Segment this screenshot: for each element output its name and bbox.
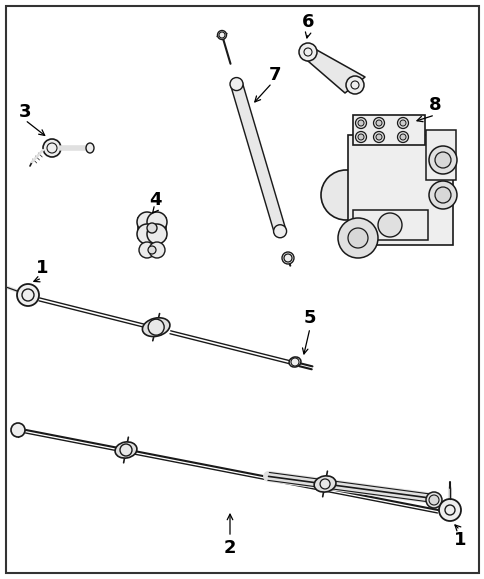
Bar bbox=[352, 115, 424, 145]
Circle shape bbox=[148, 246, 156, 254]
Circle shape bbox=[357, 134, 363, 140]
Circle shape bbox=[357, 120, 363, 126]
Ellipse shape bbox=[86, 143, 94, 153]
Circle shape bbox=[397, 131, 408, 142]
Circle shape bbox=[298, 43, 317, 61]
Ellipse shape bbox=[142, 318, 169, 336]
Bar bbox=[425, 130, 455, 180]
Circle shape bbox=[136, 224, 157, 244]
Circle shape bbox=[284, 254, 291, 262]
Circle shape bbox=[319, 479, 330, 489]
Text: 4: 4 bbox=[149, 191, 161, 209]
Circle shape bbox=[375, 134, 381, 140]
Circle shape bbox=[303, 48, 311, 56]
Ellipse shape bbox=[288, 357, 301, 367]
Circle shape bbox=[373, 118, 384, 129]
Circle shape bbox=[147, 223, 157, 233]
Circle shape bbox=[434, 152, 450, 168]
Ellipse shape bbox=[217, 31, 226, 39]
Circle shape bbox=[11, 423, 25, 437]
Ellipse shape bbox=[273, 225, 286, 238]
Circle shape bbox=[337, 218, 377, 258]
Ellipse shape bbox=[229, 78, 242, 90]
Bar bbox=[352, 210, 427, 240]
Circle shape bbox=[22, 289, 34, 301]
Circle shape bbox=[219, 32, 225, 38]
Circle shape bbox=[348, 228, 367, 248]
Polygon shape bbox=[301, 49, 364, 93]
Circle shape bbox=[355, 118, 366, 129]
Circle shape bbox=[17, 284, 39, 306]
Circle shape bbox=[320, 170, 370, 220]
Circle shape bbox=[438, 499, 460, 521]
Ellipse shape bbox=[425, 492, 441, 508]
Ellipse shape bbox=[314, 476, 335, 492]
Circle shape bbox=[290, 358, 298, 366]
Circle shape bbox=[47, 143, 57, 153]
Circle shape bbox=[355, 131, 366, 142]
Text: 8: 8 bbox=[428, 96, 440, 114]
Circle shape bbox=[147, 224, 166, 244]
Circle shape bbox=[375, 120, 381, 126]
Text: 1: 1 bbox=[36, 259, 48, 277]
Circle shape bbox=[373, 131, 384, 142]
Circle shape bbox=[149, 242, 165, 258]
Circle shape bbox=[428, 495, 438, 505]
Circle shape bbox=[399, 134, 405, 140]
Text: 3: 3 bbox=[19, 103, 31, 121]
Circle shape bbox=[428, 181, 456, 209]
Circle shape bbox=[377, 213, 401, 237]
Circle shape bbox=[434, 187, 450, 203]
Circle shape bbox=[147, 212, 166, 232]
Text: 7: 7 bbox=[268, 66, 281, 84]
Circle shape bbox=[345, 76, 363, 94]
Circle shape bbox=[428, 146, 456, 174]
Text: 2: 2 bbox=[223, 539, 236, 557]
Ellipse shape bbox=[115, 442, 136, 458]
Circle shape bbox=[120, 444, 132, 456]
Bar bbox=[348, 135, 452, 245]
Circle shape bbox=[444, 505, 454, 515]
Circle shape bbox=[43, 139, 61, 157]
Circle shape bbox=[136, 212, 157, 232]
Text: 5: 5 bbox=[303, 309, 316, 327]
Ellipse shape bbox=[281, 252, 293, 264]
Circle shape bbox=[397, 118, 408, 129]
Circle shape bbox=[148, 319, 164, 335]
Circle shape bbox=[350, 81, 358, 89]
Circle shape bbox=[399, 120, 405, 126]
Text: 1: 1 bbox=[453, 531, 465, 549]
Circle shape bbox=[139, 242, 155, 258]
Text: 6: 6 bbox=[301, 13, 314, 31]
